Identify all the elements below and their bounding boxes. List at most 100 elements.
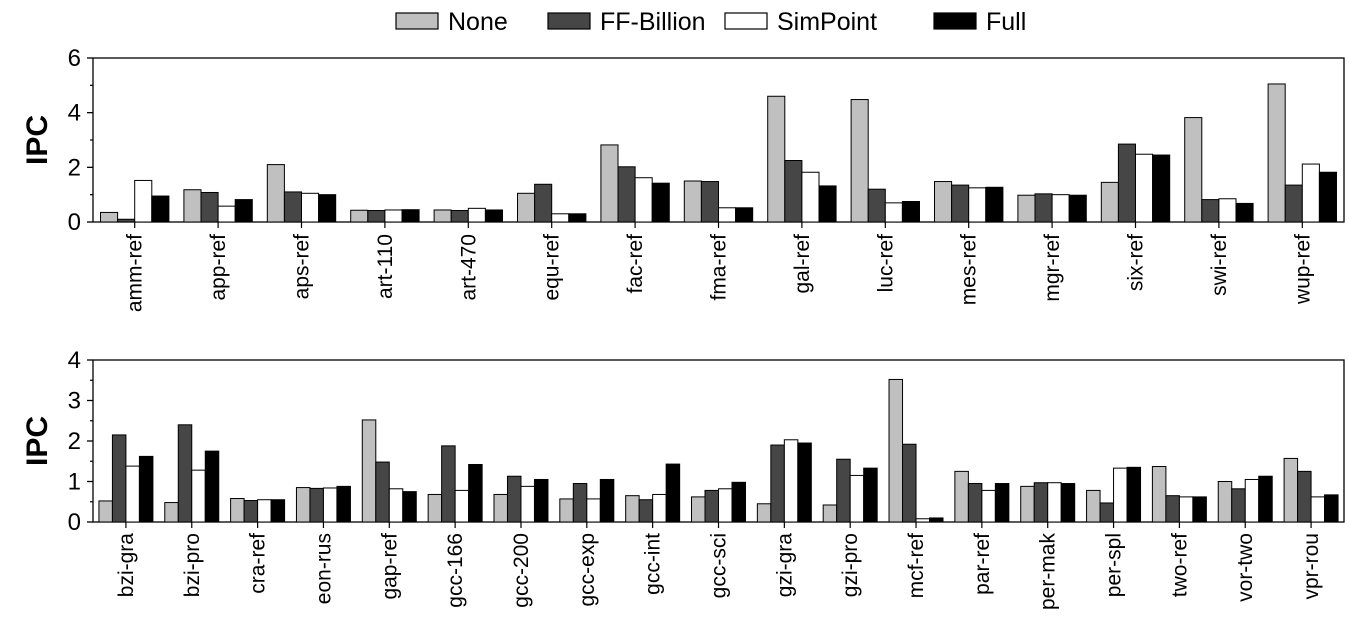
x-tick-label: gcc-166 [444,533,467,608]
x-tick-label: gzi-gra [773,533,796,598]
x-tick-label: vor-two [1234,533,1257,602]
bar-simpoint [467,207,486,223]
bar-simpoint [191,469,206,523]
bar-simpoint [849,474,865,523]
bar-ff-billion [902,443,917,523]
legend-label: FF-Billion [600,8,706,36]
bar-none [767,95,786,223]
bar-ff-billion [506,475,522,523]
bar-full [735,207,754,223]
bar-ff-billion [700,181,720,223]
x-tick-label: fac-ref [624,234,647,294]
bar-simpoint [884,202,903,223]
bar-none [1217,481,1233,523]
legend-swatch [395,12,439,30]
bar-full [402,491,417,523]
x-tick-label: two-ref [1168,533,1191,597]
bar-simpoint [968,187,987,223]
bar-none [295,487,311,523]
bar-full [599,478,615,523]
bar-simpoint [1047,482,1062,523]
bar-full [1068,194,1087,223]
y-tick-label: 4 [68,100,81,127]
bar-ff-billion [200,191,219,223]
bar-simpoint [586,498,601,523]
legend-swatch [547,12,591,30]
bar-simpoint [783,439,799,523]
bar-full [901,201,920,223]
x-tick-label: mes-ref [958,234,981,305]
x-tick-label: luc-ref [874,234,897,293]
bar-ff-billion [572,483,588,523]
bar-simpoint [1135,153,1154,223]
bar-none [1267,83,1286,223]
y-tick-label: 6 [68,45,81,72]
x-tick-label: eon-rus [312,533,335,604]
bar-simpoint [257,499,272,523]
bar-ff-billion [1231,488,1246,523]
y-tick-label: 1 [68,469,81,496]
bar-none [1100,181,1119,223]
bar-none [625,495,640,523]
bar-none [1184,117,1203,223]
bar-simpoint [1178,496,1194,523]
bar-none [266,164,285,223]
bar-simpoint [1244,478,1260,523]
bar-simpoint [915,518,931,523]
bar-simpoint [384,209,403,223]
x-tick-label: mgr-ref [1041,234,1064,302]
bar-ff-billion [1099,502,1115,523]
bar-simpoint [520,485,535,523]
x-tick-label: aps-ref [291,234,314,300]
legend-label: Full [986,8,1026,36]
bar-none [517,192,536,223]
bar-ff-billion [638,499,654,523]
x-tick-label: equ-ref [541,234,564,301]
bar-ff-billion [951,184,970,223]
bar-full [1192,496,1207,523]
y-tick-label: 4 [68,347,81,374]
y-tick-label: 0 [68,509,81,536]
bar-none [98,500,113,523]
bar-full [863,467,878,523]
bar-full [401,209,420,223]
bar-full [1258,475,1273,523]
bar-simpoint [1310,496,1326,523]
x-tick-label: gcc-sci [708,533,731,598]
y-tick-label: 2 [68,428,81,455]
bar-none [1151,466,1167,523]
bar-ff-billion [117,218,136,223]
bar-full [270,499,286,523]
x-tick-label: bzi-gra [115,533,138,598]
bar-full [234,199,253,223]
bar-none [888,378,904,523]
bar-none [100,211,119,223]
y-tick-label: 2 [68,154,81,181]
legend-label: SimPoint [777,8,877,36]
bar-simpoint [1051,194,1070,223]
x-tick-label: wup-ref [1291,234,1314,305]
bar-ff-billion [1297,470,1312,523]
bar-ff-billion [867,188,886,223]
bar-simpoint [134,179,153,223]
bar-none [683,180,702,223]
bar-none [164,502,179,523]
bar-full [1126,466,1142,523]
legend-swatch [933,12,977,30]
bar-simpoint [634,177,653,223]
bar-simpoint [454,489,470,523]
bar-none [433,209,452,223]
bar-none [183,189,202,223]
bar-full [1060,483,1076,523]
bar-simpoint [1113,467,1128,523]
bar-ff-billion [534,183,553,223]
bar-none [1283,457,1299,523]
x-tick-label: gcc-200 [510,533,533,608]
bar-full [1152,154,1171,223]
bar-none [1017,194,1036,223]
bar-simpoint [981,489,996,523]
bar-ff-billion [967,483,983,523]
bar-ff-billion [617,166,636,223]
bar-ff-billion [1165,495,1180,523]
bar-full [929,517,944,523]
